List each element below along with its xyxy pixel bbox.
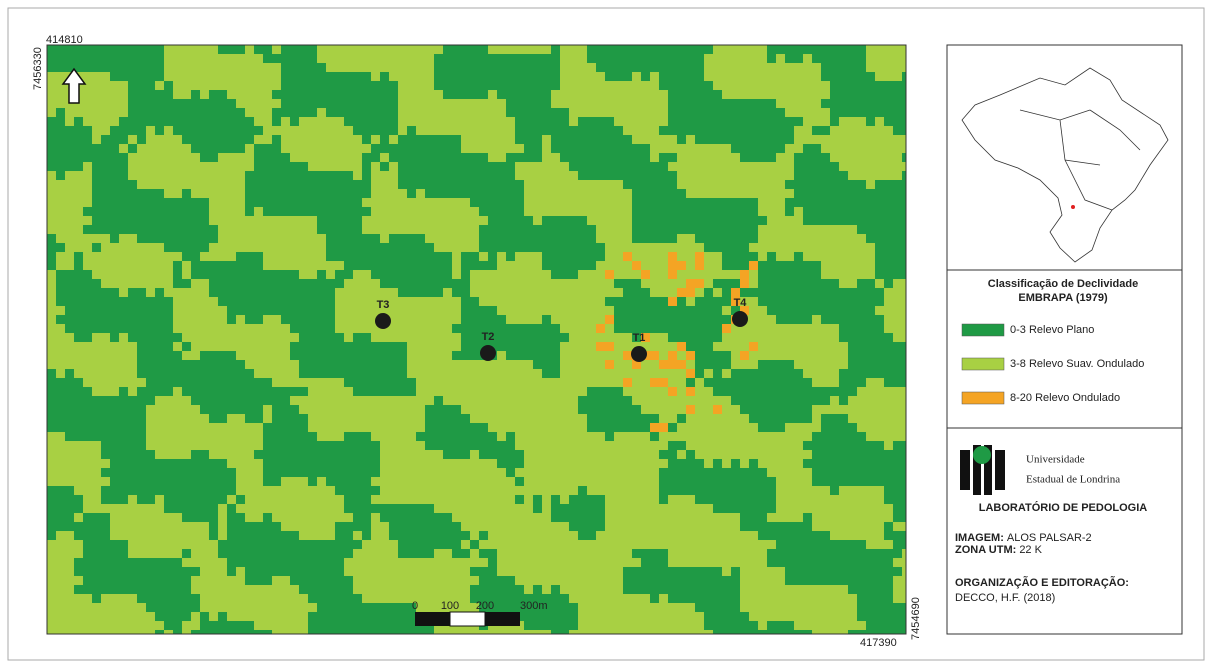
university-name: Universidade <box>1026 454 1085 466</box>
coord-top-y: 7456330 <box>32 47 44 90</box>
scale-label: 100 <box>441 600 459 612</box>
page: Mapa de Declividade {"map": {"corner_coo… <box>0 0 1213 668</box>
metadata-key: IMAGEM: <box>955 532 1004 544</box>
point-label: T3 <box>377 299 390 311</box>
point-label: T1 <box>633 332 646 344</box>
scale-segment <box>450 612 485 626</box>
legend-swatch <box>962 324 1004 336</box>
legend-swatch <box>962 358 1004 370</box>
location-dot <box>1071 205 1075 209</box>
scale-segment <box>485 612 520 626</box>
sample-point <box>732 311 748 327</box>
legend-title: Classificação de Declividade <box>988 278 1138 290</box>
credits-key: ORGANIZAÇÃO E EDITORAÇÃO: <box>955 576 1129 589</box>
coord-bottom-x: 417390 <box>860 637 897 649</box>
metadata-line: IMAGEM:ALOS PALSAR-2 <box>955 532 1092 544</box>
scale-label: 200 <box>476 600 494 612</box>
coord-top-x: 414810 <box>46 34 83 46</box>
metadata-key: ZONA UTM: <box>955 544 1016 556</box>
legend-swatch <box>962 392 1004 404</box>
scale-label: 0 <box>412 600 418 612</box>
legend-label: 0-3 Relevo Plano <box>1010 324 1094 336</box>
logo-circle <box>973 446 991 464</box>
legend-subtitle: EMBRAPA (1979) <box>1018 292 1108 304</box>
scale-bar <box>415 612 520 626</box>
legend-label: 3-8 Relevo Suav. Ondulado <box>1010 358 1144 370</box>
map-layout: 414810 7456330 7454690 417390 T1 T2 T3 T4 0… <box>0 0 1213 668</box>
coord-bottom-y: 7454690 <box>910 597 922 640</box>
sample-point <box>375 313 391 329</box>
body: 414810 7456330 7454690 417390 T1 T2 T3 T4 0… <box>0 0 1213 668</box>
slope-raster <box>47 45 906 634</box>
lab-name: LABORATÓRIO DE PEDOLOGIA <box>979 501 1148 514</box>
metadata-value: 22 K <box>1019 544 1042 556</box>
point-label: T4 <box>734 297 748 309</box>
legend-label: 8-20 Relevo Ondulado <box>1010 392 1120 404</box>
scale-segment <box>415 612 450 626</box>
credits-value: DECCO, H.F. (2018) <box>955 592 1055 604</box>
sample-point <box>631 346 647 362</box>
sample-point <box>480 345 496 361</box>
university-name: Estadual de Londrina <box>1026 474 1120 486</box>
metadata-value: ALOS PALSAR-2 <box>1007 532 1092 544</box>
point-label: T2 <box>482 331 495 343</box>
scale-label: 300m <box>520 600 548 612</box>
metadata-line: ZONA UTM:22 K <box>955 544 1043 556</box>
